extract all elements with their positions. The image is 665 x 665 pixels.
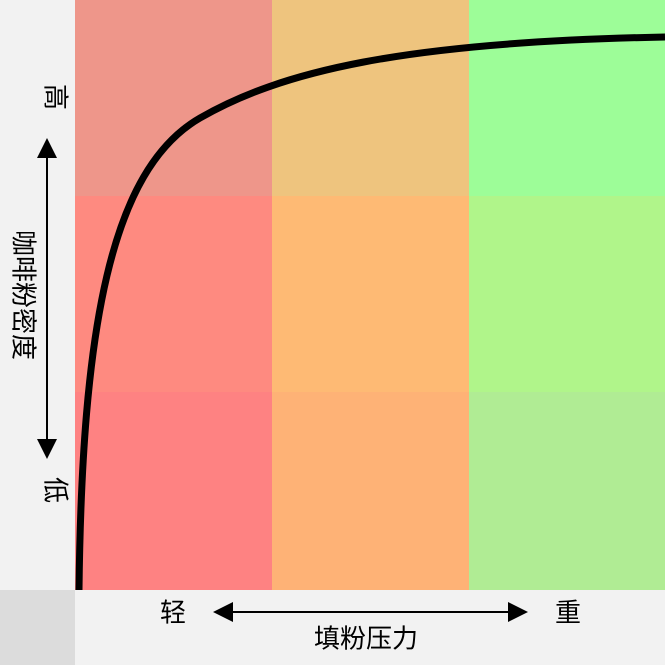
x-label: 填粉压力 — [314, 625, 418, 655]
zone — [75, 392, 272, 590]
y-label: 咖啡粉密度 — [8, 230, 38, 360]
corner — [0, 590, 75, 665]
zone — [272, 0, 469, 196]
y-low: 低 — [40, 477, 70, 503]
zone — [75, 196, 272, 392]
zone — [469, 392, 665, 590]
zone — [272, 196, 469, 392]
zone — [469, 0, 665, 196]
y-high: 高 — [40, 84, 70, 110]
x-high: 重 — [555, 599, 581, 629]
curve — [75, 33, 665, 591]
x-low: 轻 — [160, 599, 186, 629]
zone — [272, 392, 469, 590]
zone — [469, 196, 665, 392]
zone-grid — [75, 0, 665, 590]
